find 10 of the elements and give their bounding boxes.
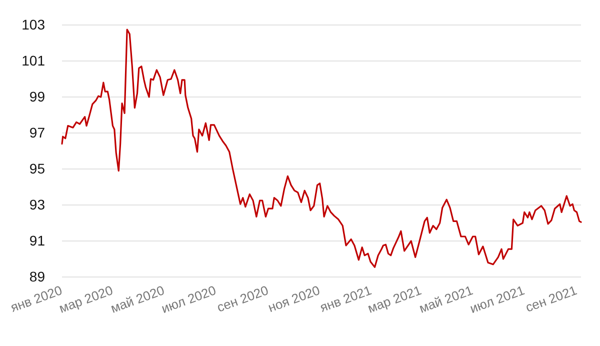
y-tick-label: 91 bbox=[29, 232, 46, 248]
y-tick-label: 97 bbox=[29, 124, 46, 140]
x-tick-label: сен 2021 bbox=[523, 282, 579, 315]
y-tick-label: 101 bbox=[22, 52, 46, 68]
y-tick-label: 89 bbox=[29, 268, 46, 284]
line-series bbox=[61, 28, 582, 268]
y-tick-label: 99 bbox=[29, 88, 46, 104]
y-tick-label: 95 bbox=[29, 160, 46, 176]
y-tick-label: 103 bbox=[22, 16, 46, 32]
y-tick-label: 93 bbox=[29, 196, 46, 212]
